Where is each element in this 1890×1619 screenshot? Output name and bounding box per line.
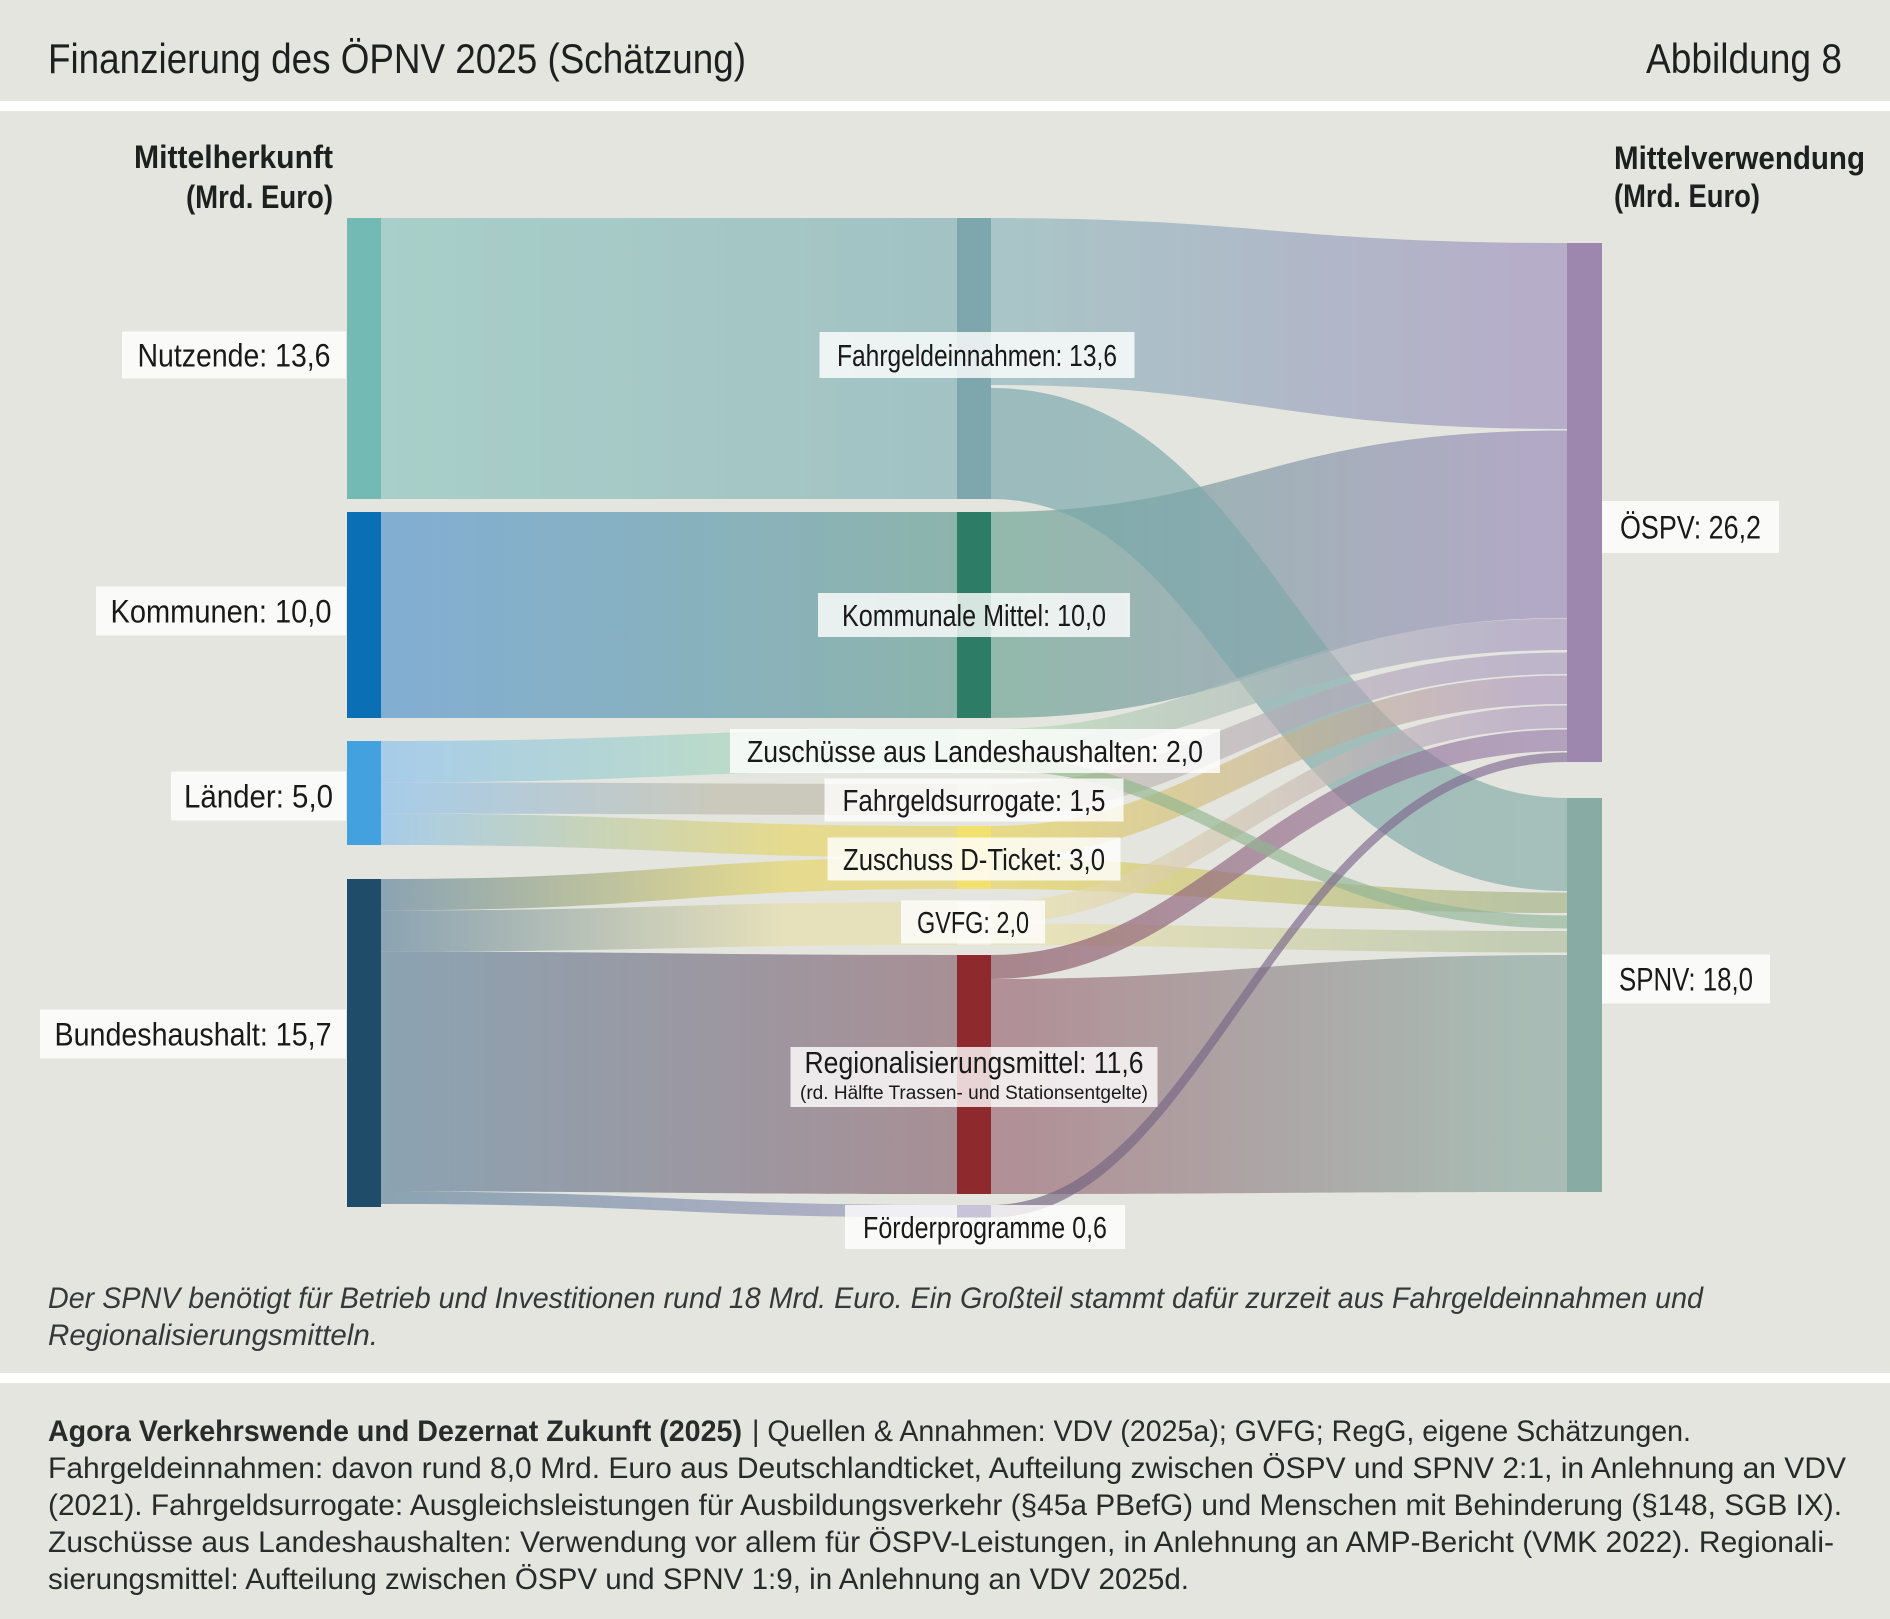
- svg-text:Nutzende: 13,6: Nutzende: 13,6: [138, 338, 331, 374]
- svg-text:(Mrd. Euro): (Mrd. Euro): [186, 179, 333, 215]
- svg-text:Kommunale Mittel: 10,0: Kommunale Mittel: 10,0: [842, 598, 1106, 633]
- svg-text:Zuschüsse aus Landeshaushalten: Zuschüsse aus Landeshaushalten: Verwendu…: [48, 1526, 1834, 1559]
- svg-text:Abbildung 8: Abbildung 8: [1646, 35, 1842, 82]
- svg-text:Finanzierung des ÖPNV 2025 (Sc: Finanzierung des ÖPNV 2025 (Schätzung): [48, 35, 746, 82]
- svg-text:Zuschuss D-Ticket: 3,0: Zuschuss D-Ticket: 3,0: [843, 842, 1105, 877]
- svg-text:Länder: 5,0: Länder: 5,0: [184, 779, 333, 815]
- svg-text:Fahrgeldeinnahmen: davon rund: Fahrgeldeinnahmen: davon rund 8,0 Mrd. E…: [48, 1452, 1846, 1485]
- svg-text:Regionalisierungsmitteln.: Regionalisierungsmitteln.: [48, 1319, 378, 1352]
- svg-text:Mittelverwendung: Mittelverwendung: [1614, 140, 1865, 176]
- svg-text:Regionalisierungsmittel: 11,6: Regionalisierungsmittel: 11,6: [805, 1045, 1144, 1080]
- svg-text:sierungsmittel: Aufteilung zwi: sierungsmittel: Aufteilung zwischen ÖSPV…: [48, 1563, 1189, 1596]
- svg-text:Mittelherkunft: Mittelherkunft: [134, 139, 333, 175]
- svg-text:Agora Verkehrswende und Dezern: Agora Verkehrswende und Dezernat Zukunft…: [48, 1415, 742, 1448]
- svg-text:(2021). Fahrgeldsurrogate: Aus: (2021). Fahrgeldsurrogate: Ausgleichslei…: [48, 1489, 1842, 1522]
- svg-text:Fahrgeldsurrogate: 1,5: Fahrgeldsurrogate: 1,5: [843, 783, 1106, 818]
- svg-text:Der SPNV benötigt für Betrieb: Der SPNV benötigt für Betrieb und Invest…: [48, 1282, 1704, 1315]
- svg-text:Kommunen: 10,0: Kommunen: 10,0: [111, 594, 332, 630]
- svg-text:Fahrgeldeinnahmen: 13,6: Fahrgeldeinnahmen: 13,6: [837, 338, 1117, 373]
- svg-text:ÖSPV: 26,2: ÖSPV: 26,2: [1620, 510, 1761, 546]
- svg-text:Bundeshaushalt: 15,7: Bundeshaushalt: 15,7: [55, 1017, 332, 1053]
- svg-text:| Quellen & Annahmen: VDV (202: | Quellen & Annahmen: VDV (2025a); GVFG;…: [752, 1415, 1691, 1448]
- svg-text:SPNV: 18,0: SPNV: 18,0: [1619, 962, 1753, 998]
- svg-text:GVFG: 2,0: GVFG: 2,0: [917, 905, 1029, 940]
- svg-text:(rd. Hälfte Trassen- und Stati: (rd. Hälfte Trassen- und Stationsentgelt…: [800, 1083, 1148, 1104]
- svg-text:(Mrd. Euro): (Mrd. Euro): [1614, 178, 1760, 214]
- svg-text:Zuschüsse aus Landeshaushalten: Zuschüsse aus Landeshaushalten: 2,0: [747, 734, 1203, 769]
